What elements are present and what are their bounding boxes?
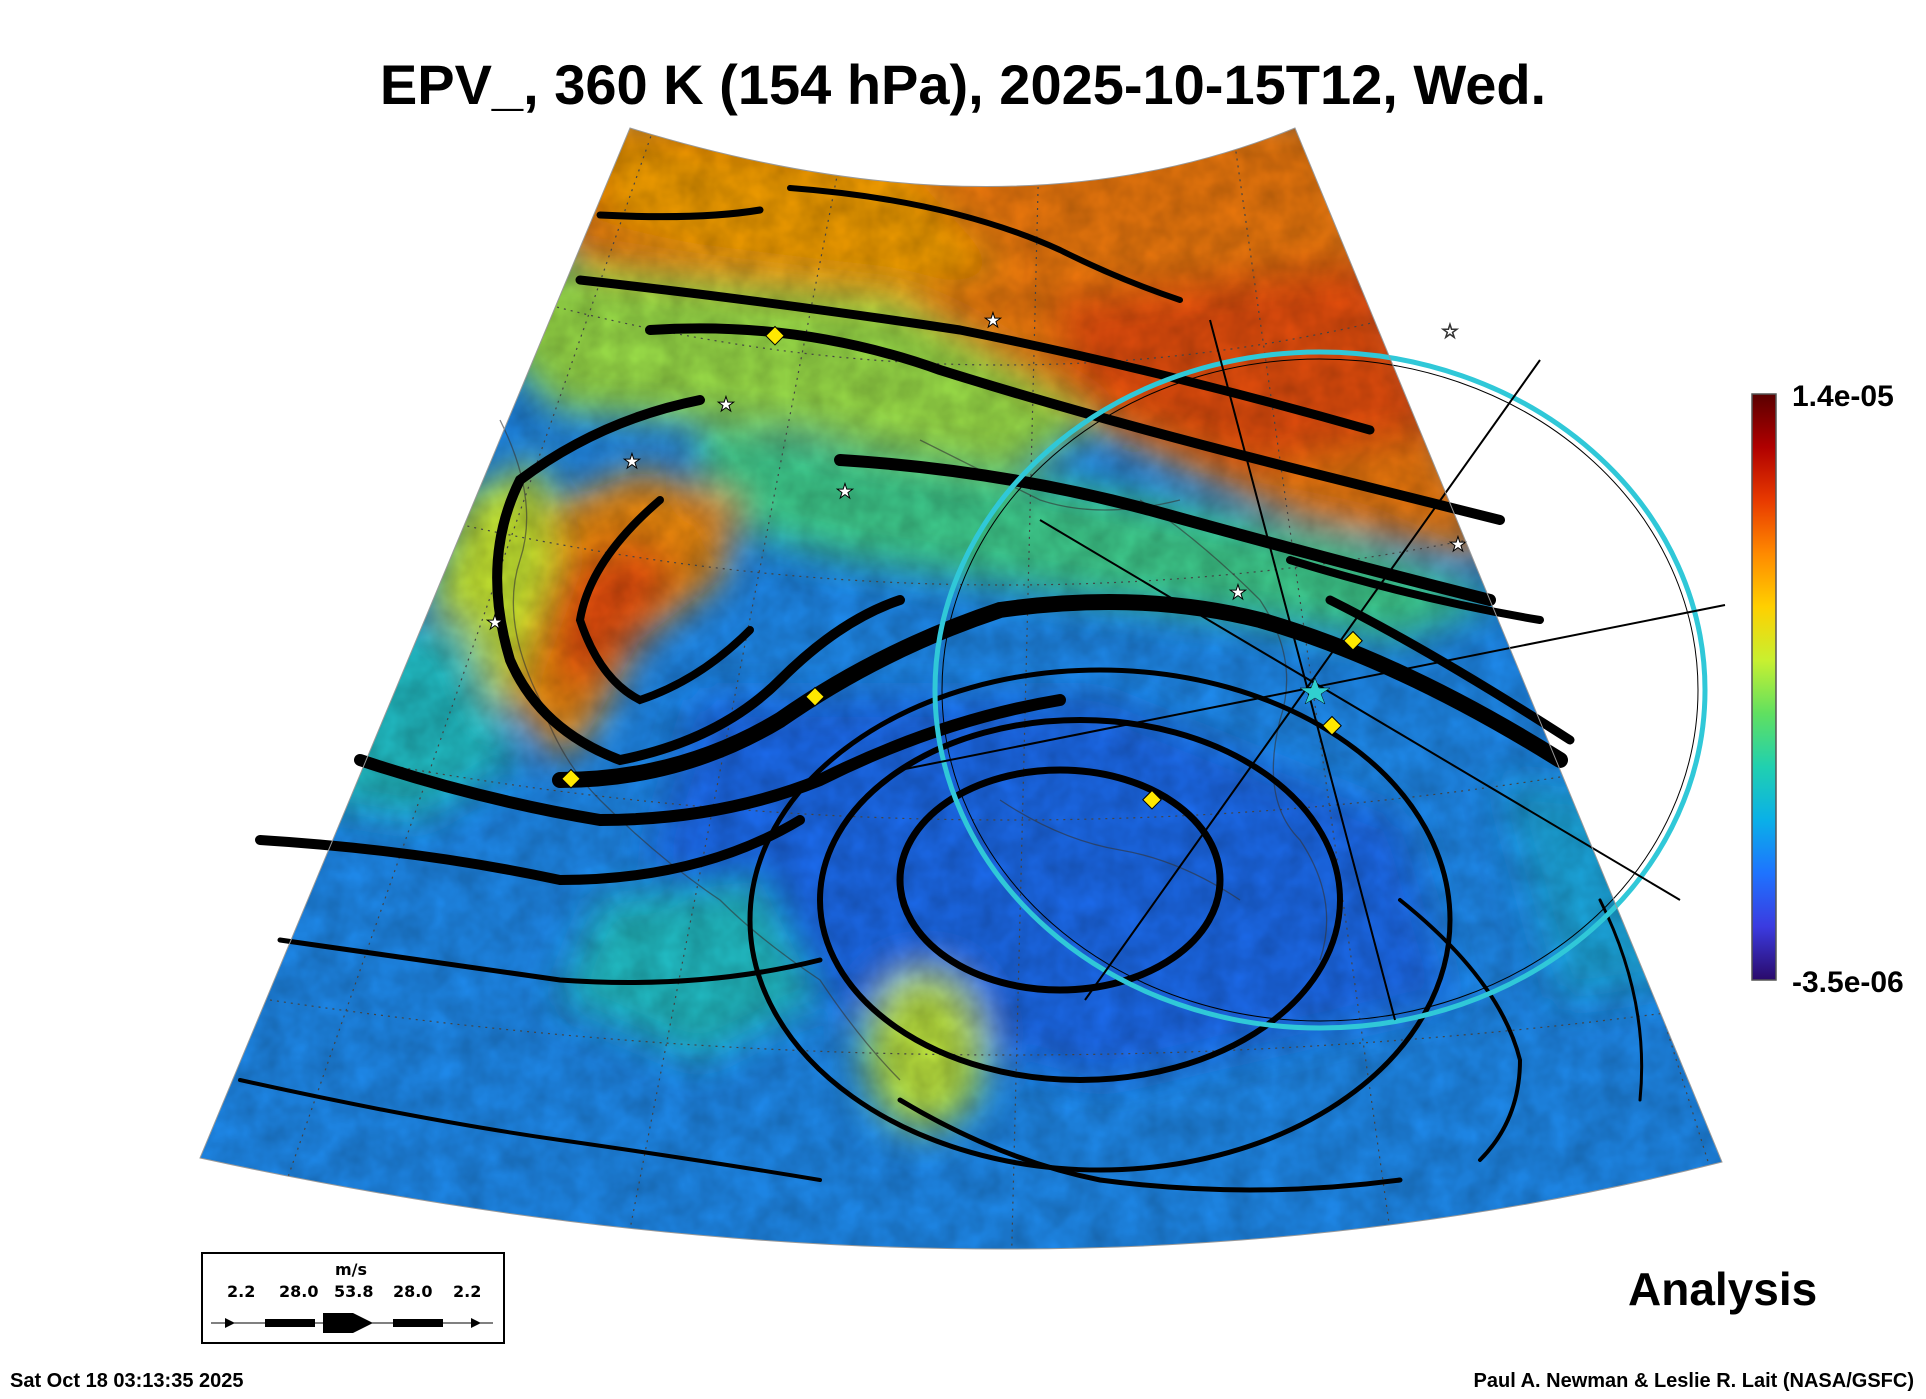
footer-timestamp: Sat Oct 18 03:13:35 2025 [10,1370,244,1392]
wind-speed-legend: m/s 2.2 28.0 53.8 28.0 2.2 [201,1252,505,1344]
center-star-icon [1299,677,1331,705]
legend-unit: m/s [335,1260,368,1279]
legend-speed: 53.8 [334,1282,374,1301]
legend-speed: 28.0 [279,1282,319,1301]
product-label: Analysis [1628,1263,1818,1315]
diamond-marker-icon [765,325,785,346]
diamond-marker-icon [1322,715,1342,736]
colorbar-max-label: 1.4e-05 [1792,380,1894,413]
star-marker-icon: ☆ [1441,319,1459,343]
legend-arrows [211,1313,493,1333]
legend-speed: 2.2 [227,1282,256,1301]
star-marker-icon: ★ [836,479,854,503]
colorbar-min-label: -3.5e-06 [1792,966,1904,999]
diamond-marker-icon [561,768,581,789]
diamond-marker-icon [1343,630,1363,651]
footer-credit: Paul A. Newman & Leslie R. Lait (NASA/GS… [1473,1370,1914,1392]
star-marker-icon: ★ [1229,580,1247,604]
star-marker-icon: ★ [984,308,1002,332]
page-title: EPV_, 360 K (154 hPa), 2025-10-15T12, We… [379,53,1547,116]
star-marker-icon: ★ [623,449,641,473]
cross-section-overlay [899,319,1726,1031]
legend-speed: 2.2 [453,1282,482,1301]
star-marker-icon: ★ [1449,532,1467,556]
diamond-marker-icon [1142,789,1162,810]
colorbar [1751,393,1777,981]
legend-speed: 28.0 [393,1282,433,1301]
diamond-marker-icon [805,686,825,707]
star-marker-icon: ★ [717,392,735,416]
streamlines [238,185,1644,1193]
station-markers: ★ ★ ★ ★ ★ ★ ★ ☆ [486,308,1467,810]
star-marker-icon: ★ [486,610,504,634]
